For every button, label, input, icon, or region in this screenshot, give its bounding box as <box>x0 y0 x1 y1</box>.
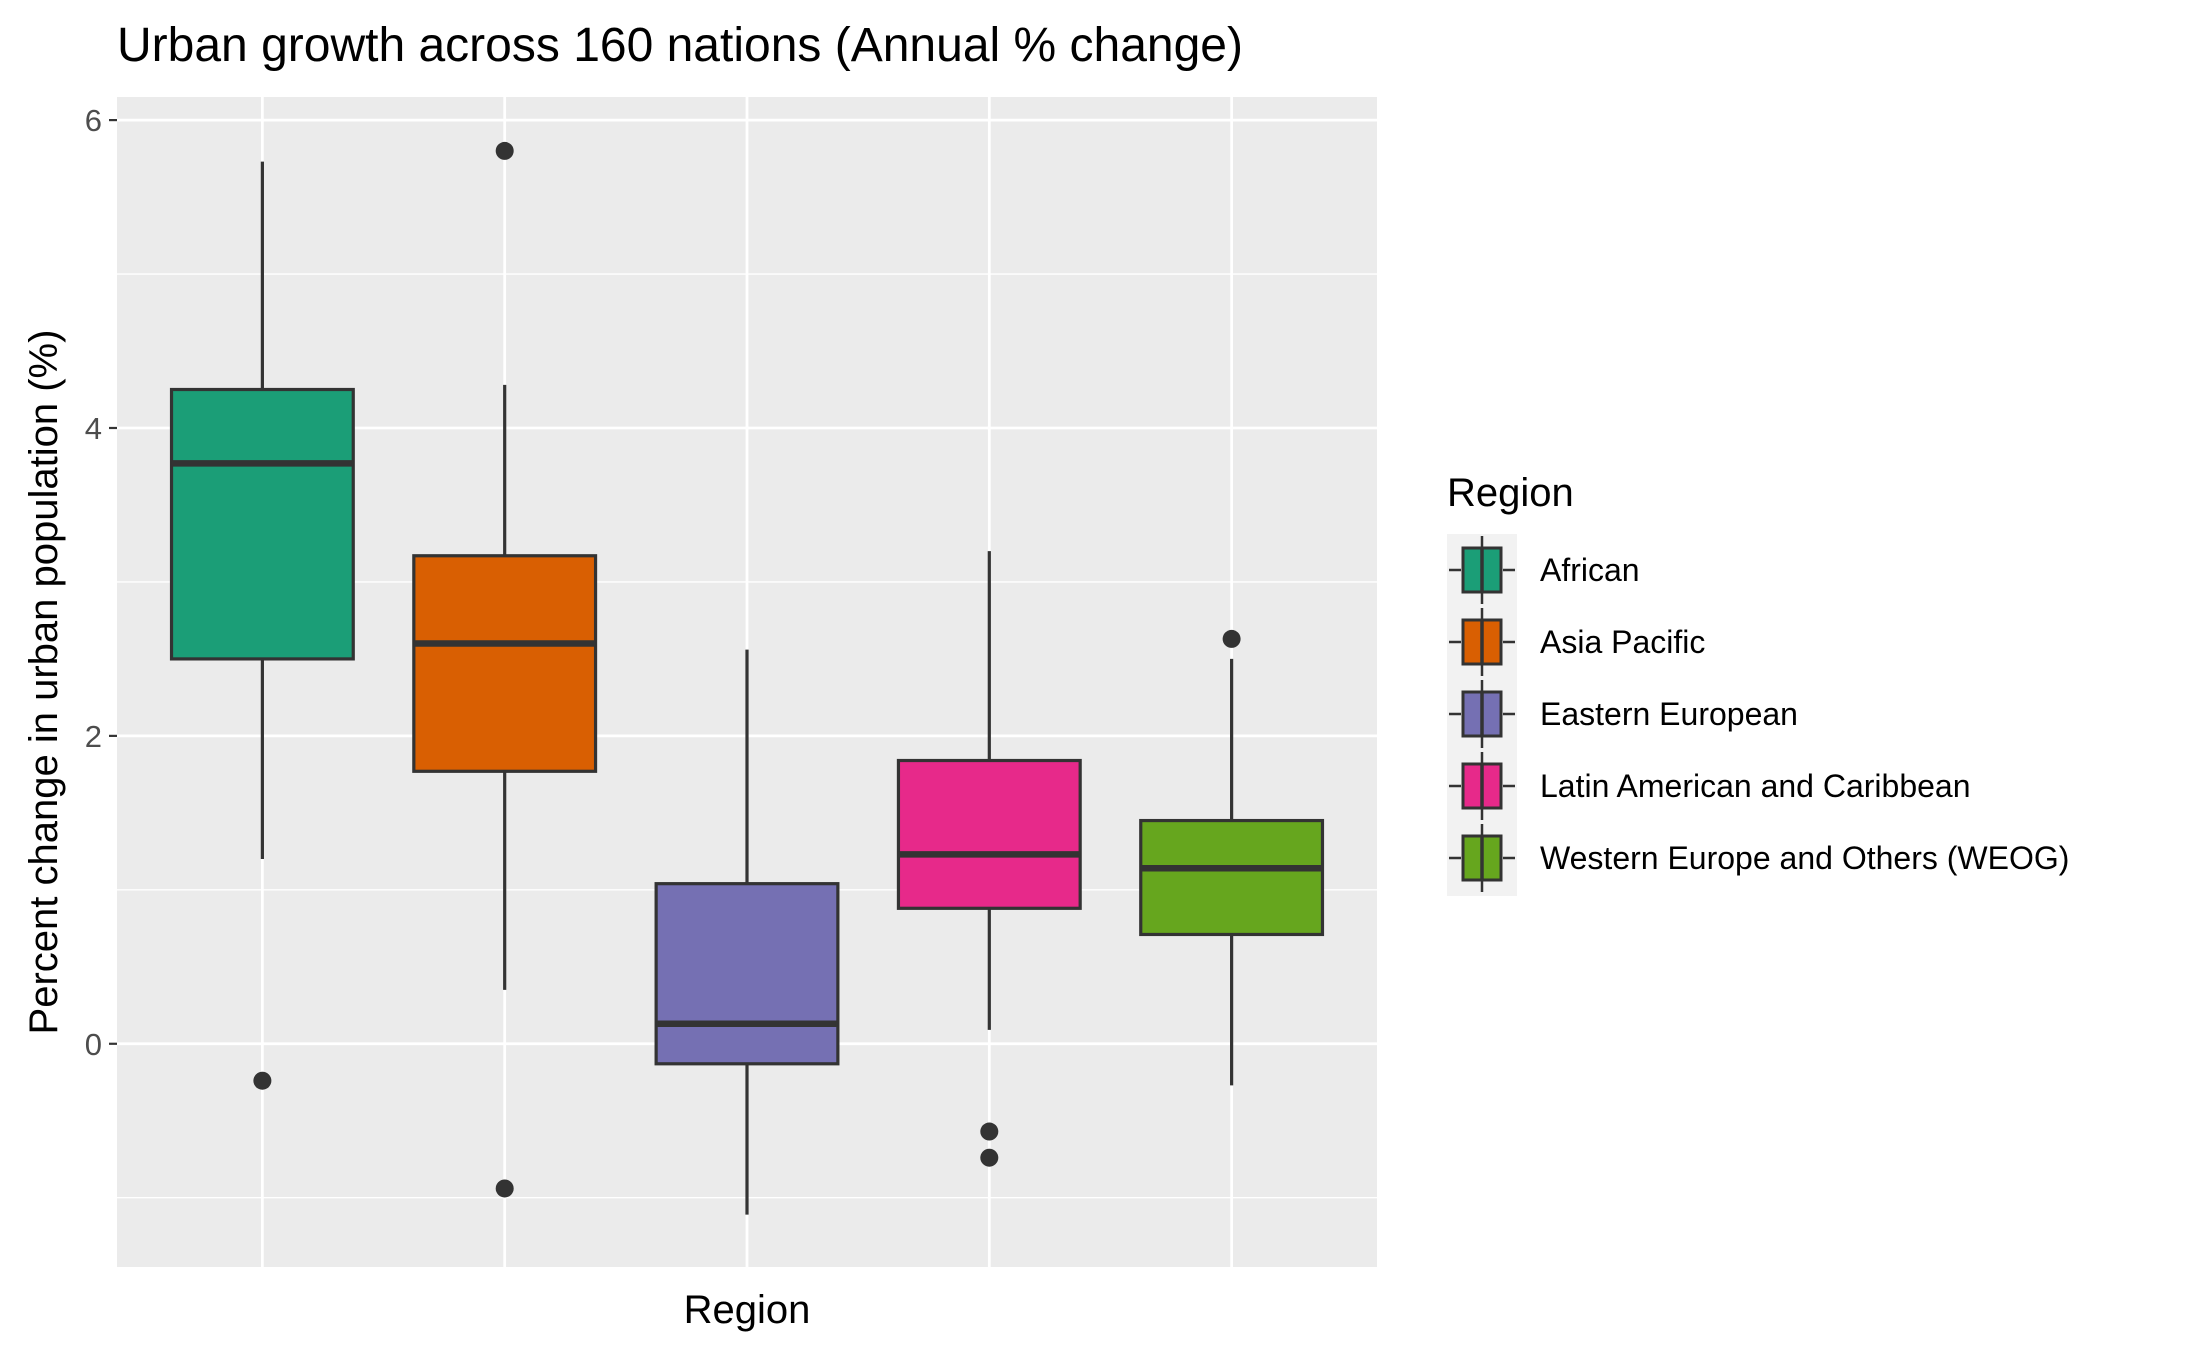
outlier-point <box>495 1179 514 1198</box>
outlier-point <box>980 1122 999 1141</box>
outlier-point <box>1222 629 1241 648</box>
box-body <box>412 554 598 773</box>
x-axis-title: Region <box>684 1288 811 1332</box>
legend-item: Latin American and Caribbean <box>1449 752 1971 820</box>
legend-items: African Asia Pacific Eastern European Latin… <box>1449 536 2069 892</box>
chart-title: Urban growth across 160 nations (Annual … <box>117 19 1243 72</box>
box-body <box>896 758 1082 910</box>
y-axis: 0 2 4 6 <box>85 103 117 1062</box>
legend-item: Asia Pacific <box>1449 608 1705 676</box>
y-tick-label: 2 <box>85 719 102 754</box>
y-tick-label: 4 <box>85 411 102 446</box>
legend: Region African Asia Pacific Eastern Europe… <box>1447 471 2069 896</box>
outlier-point <box>253 1071 272 1090</box>
legend-label: African <box>1540 552 1640 588</box>
y-tick-label: 6 <box>85 103 102 138</box>
boxes <box>169 141 1325 1215</box>
legend-item: African <box>1449 536 1640 604</box>
legend-label: Eastern European <box>1540 696 1798 732</box>
y-axis-title: Percent change in urban population (%) <box>22 330 66 1035</box>
legend-label: Western Europe and Others (WEOG) <box>1540 840 2069 876</box>
plot-panel <box>117 97 1377 1267</box>
legend-label: Asia Pacific <box>1540 624 1705 660</box>
box-african <box>169 161 355 1090</box>
box-body <box>169 387 355 661</box>
legend-title: Region <box>1447 471 1574 515</box>
y-tick-label: 0 <box>85 1027 102 1062</box>
box-asia-pacific <box>412 141 598 1198</box>
box-body <box>1139 818 1325 937</box>
outlier-point <box>980 1148 999 1167</box>
legend-item: Eastern European <box>1449 680 1798 748</box>
legend-item: Western Europe and Others (WEOG) <box>1449 824 2069 892</box>
box-western-europe-and-others-weog <box>1139 629 1325 1086</box>
outlier-point <box>495 141 514 160</box>
box-latin-american-and-caribbean <box>896 551 1082 1167</box>
box-body <box>654 882 840 1066</box>
legend-label: Latin American and Caribbean <box>1540 768 1971 804</box>
box-eastern-european <box>654 649 840 1215</box>
